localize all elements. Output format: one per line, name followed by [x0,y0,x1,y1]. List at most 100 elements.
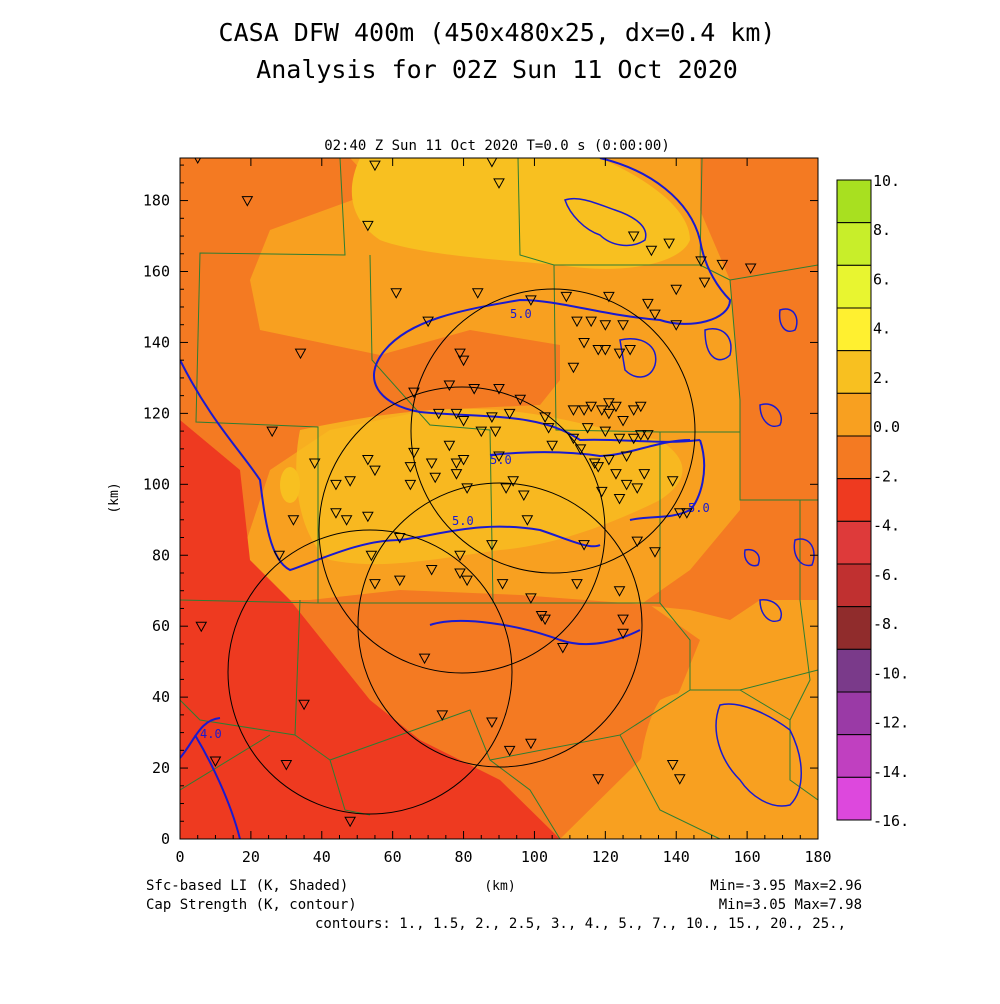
station-marker [443,380,456,392]
y-tick-label: 120 [143,404,170,422]
station-marker [450,458,463,470]
station-marker [634,401,647,413]
station-marker [507,476,520,487]
station-marker [450,469,463,480]
station-marker [556,642,569,654]
station-marker [525,738,537,750]
station-marker [489,426,502,438]
station-marker [595,486,608,498]
station-marker [362,220,374,232]
station-marker [294,348,307,360]
colorbar-swatch [836,179,872,224]
station-marker [514,394,527,406]
colorbar-label: 8. [873,221,891,239]
station-marker [613,433,626,445]
station-marker [603,454,615,466]
station-marker [620,451,633,462]
station-marker [404,462,417,473]
x-tick-label: 0 [175,848,184,866]
x-tick-label: 160 [734,848,761,866]
shaded-field-label: Sfc-based LI (K, Shaded) [146,878,348,894]
station-marker [627,231,640,243]
range-ring-4 [227,529,513,815]
station-marker [613,494,626,505]
station-marker [457,415,470,427]
station-marker [610,469,622,480]
station-marker [603,291,615,303]
station-marker [457,454,470,466]
station-marker [195,621,208,633]
cap-contour-blobs [564,198,815,807]
station-marker [535,611,548,622]
contour-label-3: 5.0 [688,501,710,515]
contour-levels: contours: 1., 1.5, 2., 2.5, 3., 4., 5., … [315,916,846,932]
station-marker [425,564,438,576]
range-ring-3 [357,482,643,768]
station-marker [673,508,686,519]
y-axis-label: (km) [107,482,122,513]
colorbar-swatch [836,691,872,736]
x-tick-label: 80 [455,848,473,866]
shaded-minmax: Min=-3.95 Max=2.96 [710,878,862,894]
contour-label-5: 4.0 [200,727,222,741]
station-marker [503,408,516,420]
station-marker [744,263,757,274]
station-marker [486,540,498,551]
colorbar-label: -8. [873,615,900,633]
y-axis: 0 20 40 60 80 100 120 140 160 180 [143,164,818,848]
station-marker [610,401,622,413]
time-label: 02:40 Z Sun 11 Oct 2020 T=0.0 s (0:00:00… [324,138,670,154]
contour-field-label: Cap Strength (K, contour) [146,897,357,913]
station-marker [450,408,463,420]
station-marker [603,408,615,420]
station-marker [344,816,356,828]
station-marker [209,756,222,767]
station-marker [287,515,300,526]
colorbar-label: -4. [873,517,900,535]
station-marker [340,515,353,526]
station-marker [578,540,590,551]
station-marker [599,320,612,331]
y-tick-label: 160 [143,263,170,281]
colorbar-swatch [836,307,872,352]
colorbar-label: 6. [873,270,891,288]
station-marker [642,298,654,310]
station-marker [369,465,381,477]
station-marker [599,426,612,438]
station-marker [422,316,434,328]
station-marker [266,426,279,438]
station-marker [670,320,683,331]
station-marker [631,536,644,548]
station-marker [486,158,498,168]
station-marker [404,479,417,491]
station-marker [681,508,693,519]
station-marker [390,288,403,299]
station-marker [627,405,640,416]
station-marker [578,337,590,349]
x-tick-label: 140 [663,848,690,866]
station-marker [642,430,654,441]
x-tick-label: 60 [384,848,402,866]
station-marker [617,320,629,331]
y-tick-label: 40 [152,688,170,706]
station-marker [539,614,551,626]
station-marker [673,774,686,785]
station-marker [471,288,484,299]
y-tick-label: 140 [143,333,170,351]
colorbar-label: 0.0 [873,418,900,436]
station-marker [393,533,406,544]
cap-contour-labels: 5.0 5.0 5.0 5.0 4.0 [200,307,710,741]
station-marker [585,316,598,328]
y-tick-label: 0 [161,830,170,848]
contour-minmax: Min=3.05 Max=7.98 [719,897,862,913]
station-marker [408,387,420,399]
station-marker [620,479,633,491]
station-marker [627,433,640,445]
station-marker [432,408,445,420]
station-marker [517,490,530,501]
colorbar-label: -12. [873,714,909,732]
colorbar-swatch [836,520,872,565]
station-marker [525,593,537,604]
station-marker [599,345,612,356]
station-marker [493,451,505,462]
